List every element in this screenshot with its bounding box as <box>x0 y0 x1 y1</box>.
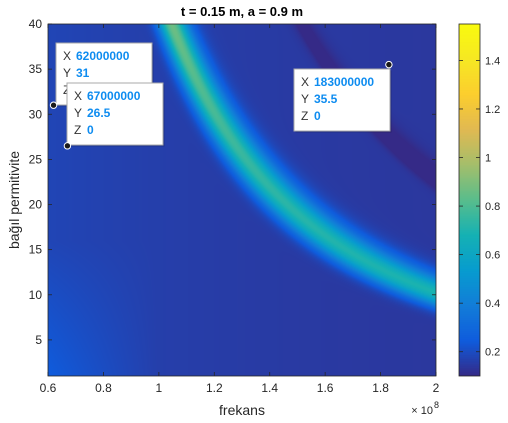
x-tick-label: 1.6 <box>317 381 334 395</box>
colorbar-frame <box>458 23 481 377</box>
datatip-value: 183000000 <box>314 75 374 89</box>
datatip[interactable]: X 183000000 Y 35.5 Z 0 <box>293 60 393 133</box>
x-tick-label: 0.8 <box>95 381 112 395</box>
y-tick-label: 25 <box>29 152 43 166</box>
datatip-value: 0 <box>314 109 321 123</box>
x-tick-label: 2 <box>433 381 440 395</box>
x-axis-label: frekans <box>219 402 265 418</box>
datatip-value: 31 <box>76 66 90 80</box>
datatip-box <box>66 82 164 146</box>
x-exponent-power: 8 <box>434 400 439 410</box>
x-exponent-label: × 10 <box>411 405 433 417</box>
x-tick-label: 1 <box>156 381 163 395</box>
datatip-key: X <box>301 75 309 89</box>
datatip-value: 0 <box>87 123 94 137</box>
chart-title: t = 0.15 m, a = 0.9 m <box>181 4 303 19</box>
datatip-value: 62000000 <box>76 49 130 63</box>
colorbar-tick-label: 0.4 <box>485 298 500 310</box>
y-tick-label: 40 <box>29 17 43 31</box>
axes-frame <box>47 23 437 377</box>
datatip-marker[interactable] <box>49 101 58 109</box>
colorbar-tick-label: 1 <box>485 153 491 165</box>
colorbar <box>459 24 480 376</box>
y-axis-label: bağıl permitivite <box>6 151 22 249</box>
datatip-key: Y <box>301 92 309 106</box>
y-tick-label: 5 <box>35 333 42 347</box>
datatip-value: 26.5 <box>87 106 111 120</box>
datatip-key: X <box>63 49 71 63</box>
datatip-box <box>293 68 391 132</box>
colorbar-tick-label: 1.4 <box>485 55 500 67</box>
colorbar-tick-label: 0.6 <box>485 250 500 262</box>
y-tick-label: 15 <box>29 243 43 257</box>
datatip-value: 35.5 <box>314 92 338 106</box>
colorbar-tick-label: 0.8 <box>485 201 500 213</box>
datatip-value: 67000000 <box>87 89 141 103</box>
x-tick-label: 1.8 <box>372 381 389 395</box>
datatip[interactable]: X 67000000 Y 26.5 Z 0 <box>63 82 165 150</box>
datatip-marker[interactable] <box>63 142 72 150</box>
datatip-key: Z <box>301 109 308 123</box>
y-tick-label: 30 <box>29 107 43 121</box>
datatip-marker[interactable] <box>385 60 393 69</box>
datatip-key: Z <box>74 123 81 137</box>
y-tick-label: 20 <box>29 198 43 212</box>
colorbar-tick-label: 0.2 <box>485 347 500 359</box>
x-tick-label: 0.6 <box>40 381 57 395</box>
datatip-key: Y <box>63 66 71 80</box>
x-tick-label: 1.2 <box>206 381 223 395</box>
datatip-key: X <box>74 89 82 103</box>
x-tick-label: 1.4 <box>261 381 278 395</box>
y-tick-label: 35 <box>29 62 43 76</box>
colorbar-tick-label: 1.2 <box>485 104 500 116</box>
y-tick-label: 10 <box>29 288 43 302</box>
datatip-key: Y <box>74 106 82 120</box>
